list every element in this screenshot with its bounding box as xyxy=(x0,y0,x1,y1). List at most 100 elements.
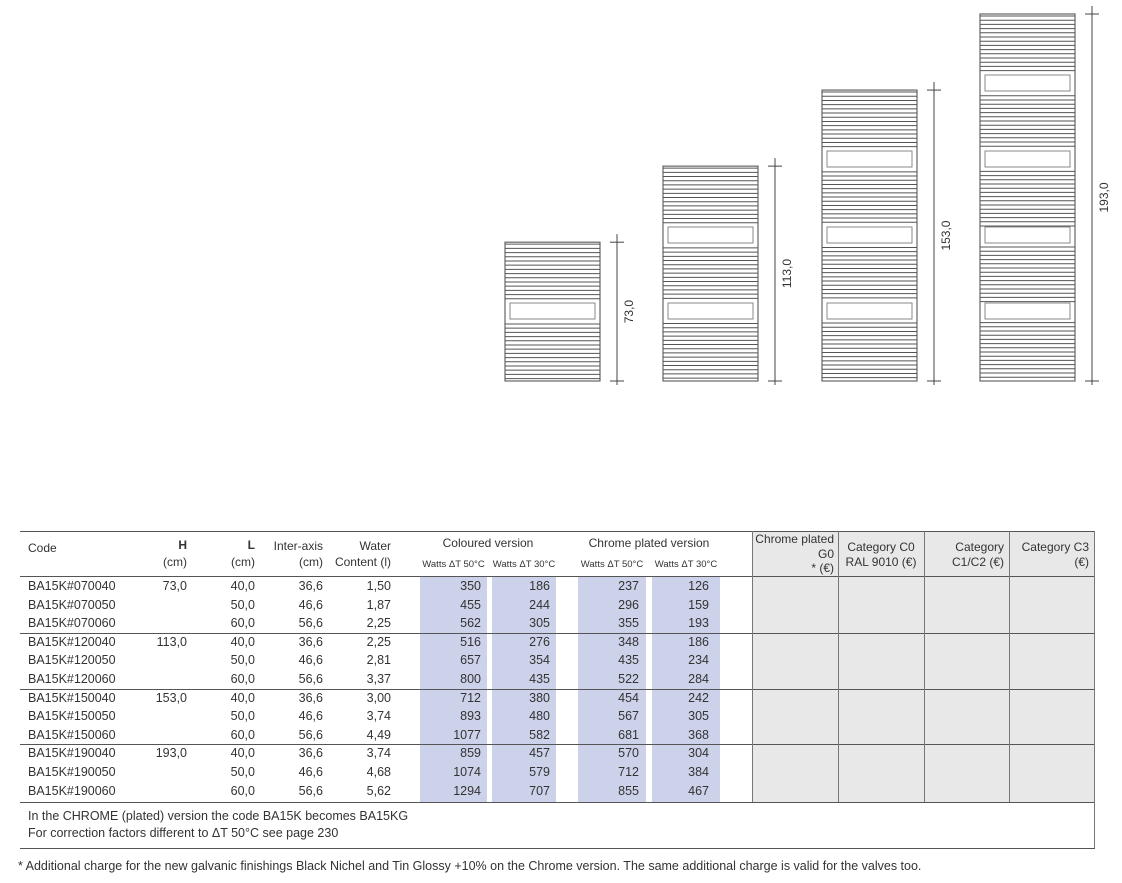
cell-water: 4,49 xyxy=(366,727,391,742)
cell-coloured-watts-30: 435 xyxy=(529,672,550,686)
radiator-towel-gap xyxy=(826,302,913,320)
cell-interaxis: 36,6 xyxy=(298,690,323,705)
notes-right-border xyxy=(1094,802,1095,848)
cell-coloured-watts-30: 457 xyxy=(529,746,550,761)
header-h-unit: (cm) xyxy=(163,555,187,569)
cell-coloured-watts-50: 1077 xyxy=(453,727,481,742)
cell-code: BA15K#190060 xyxy=(28,783,116,798)
header-interaxis-unit: (cm) xyxy=(299,555,323,569)
cell-chrome-watts-30: 284 xyxy=(688,672,709,686)
cell-h: 113,0 xyxy=(156,634,187,649)
cell-interaxis: 56,6 xyxy=(298,783,323,798)
price-column-divider xyxy=(1009,531,1010,803)
price-column-divider xyxy=(1094,531,1095,803)
cell-coloured-watts-50: 516 xyxy=(460,634,481,649)
radiator-towel-gap xyxy=(667,302,754,320)
cell-coloured-watts-50: 455 xyxy=(460,597,481,612)
watts-highlight-column xyxy=(652,577,720,803)
cell-l: 40,0 xyxy=(230,690,255,705)
header-category-c0: Category C0 xyxy=(847,540,915,554)
cell-code: BA15K#120050 xyxy=(28,653,116,668)
cell-interaxis: 36,6 xyxy=(298,634,323,649)
cell-coloured-watts-30: 380 xyxy=(529,690,550,705)
cell-code: BA15K#070060 xyxy=(28,616,116,631)
header-chrome-g0: Chrome plated xyxy=(755,532,834,546)
cell-h: 73,0 xyxy=(162,579,187,593)
cell-coloured-watts-30: 244 xyxy=(529,597,550,612)
cell-interaxis: 46,6 xyxy=(298,597,323,612)
radiator-towel-gap xyxy=(826,226,913,244)
header-category-c1c2: Category xyxy=(955,540,1004,554)
cell-code: BA15K#190040 xyxy=(28,746,116,761)
cell-chrome-watts-30: 159 xyxy=(688,597,709,612)
cell-interaxis: 46,6 xyxy=(298,653,323,668)
radiator-towel-gap xyxy=(667,226,754,244)
header-water: Water xyxy=(359,539,391,553)
cell-coloured-watts-50: 859 xyxy=(460,746,481,761)
cell-chrome-watts-50: 296 xyxy=(618,597,639,612)
cell-coloured-watts-50: 657 xyxy=(460,653,481,668)
cell-chrome-watts-30: 467 xyxy=(688,783,709,798)
note-chrome-code: In the CHROME (plated) version the code … xyxy=(28,809,409,823)
cell-l: 50,0 xyxy=(230,597,255,612)
cell-chrome-watts-30: 193 xyxy=(688,616,709,631)
price-column-divider xyxy=(838,531,839,803)
header-category-c3-line2: (€) xyxy=(1074,555,1089,569)
radiator-towel-gap xyxy=(984,150,1071,168)
header-watts-50: Watts ΔT 50°C xyxy=(422,559,485,570)
radiator-towel-gap xyxy=(826,150,913,168)
header-watts-30: Watts ΔT 30°C xyxy=(654,559,718,570)
radiator-frame xyxy=(979,13,1076,382)
cell-chrome-watts-50: 712 xyxy=(618,765,639,779)
cell-l: 60,0 xyxy=(230,727,255,742)
cell-coloured-watts-50: 1294 xyxy=(453,783,481,798)
cell-coloured-watts-50: 350 xyxy=(460,579,481,593)
cell-coloured-watts-30: 354 xyxy=(529,653,550,668)
header-water-unit: Content (l) xyxy=(334,555,391,569)
cell-h: 153,0 xyxy=(155,690,187,705)
cell-water: 3,00 xyxy=(366,690,391,705)
radiator-frame xyxy=(504,241,601,382)
cell-chrome-watts-50: 522 xyxy=(618,672,639,686)
header-chrome-version: Chrome plated version xyxy=(588,536,710,550)
header-l: L xyxy=(247,538,255,552)
watts-highlight-column xyxy=(578,577,646,803)
cell-water: 3,37 xyxy=(366,672,391,686)
cell-chrome-watts-30: 234 xyxy=(688,653,709,668)
header-category-c0-line2: RAL 9010 (€) xyxy=(845,555,917,569)
cell-chrome-watts-50: 567 xyxy=(618,709,639,724)
cell-code: BA15K#150040 xyxy=(28,690,116,705)
cell-coloured-watts-50: 800 xyxy=(460,672,481,686)
cell-l: 40,0 xyxy=(230,579,255,593)
cell-code: BA15K#150060 xyxy=(28,727,116,742)
cell-water: 4,68 xyxy=(366,765,391,779)
cell-chrome-watts-30: 384 xyxy=(688,765,709,779)
header-interaxis: Inter-axis xyxy=(273,539,323,553)
header-h: H xyxy=(178,538,187,552)
radiator-drawings: 73,0 113,0 153,0 193,0 xyxy=(504,6,1111,385)
cell-chrome-watts-50: 681 xyxy=(618,727,639,742)
cell-chrome-watts-50: 855 xyxy=(618,783,639,798)
notes-bottom-border xyxy=(20,848,1095,849)
cell-chrome-watts-30: 305 xyxy=(688,709,709,724)
cell-chrome-watts-50: 570 xyxy=(618,746,639,761)
cell-water: 3,74 xyxy=(366,709,391,724)
group-divider xyxy=(20,744,1095,746)
cell-code: BA15K#150050 xyxy=(28,709,116,724)
footnote: * Additional charge for the new galvanic… xyxy=(18,859,922,873)
cell-water: 2,25 xyxy=(366,634,391,649)
cell-chrome-watts-50: 355 xyxy=(618,616,639,631)
radiator-towel-gap xyxy=(509,302,596,320)
group-divider xyxy=(20,632,1095,634)
cell-l: 40,0 xyxy=(230,634,255,649)
cell-code: BA15K#120060 xyxy=(28,672,116,686)
note-correction-factors: For correction factors different to ΔT 5… xyxy=(28,826,339,840)
cell-coloured-watts-50: 893 xyxy=(460,709,481,724)
cell-l: 50,0 xyxy=(230,765,255,779)
cell-l: 60,0 xyxy=(230,672,255,686)
height-label: 113,0 xyxy=(780,259,794,288)
cell-coloured-watts-50: 712 xyxy=(460,690,481,705)
cell-water: 1,50 xyxy=(366,579,391,593)
group-divider xyxy=(20,688,1095,690)
